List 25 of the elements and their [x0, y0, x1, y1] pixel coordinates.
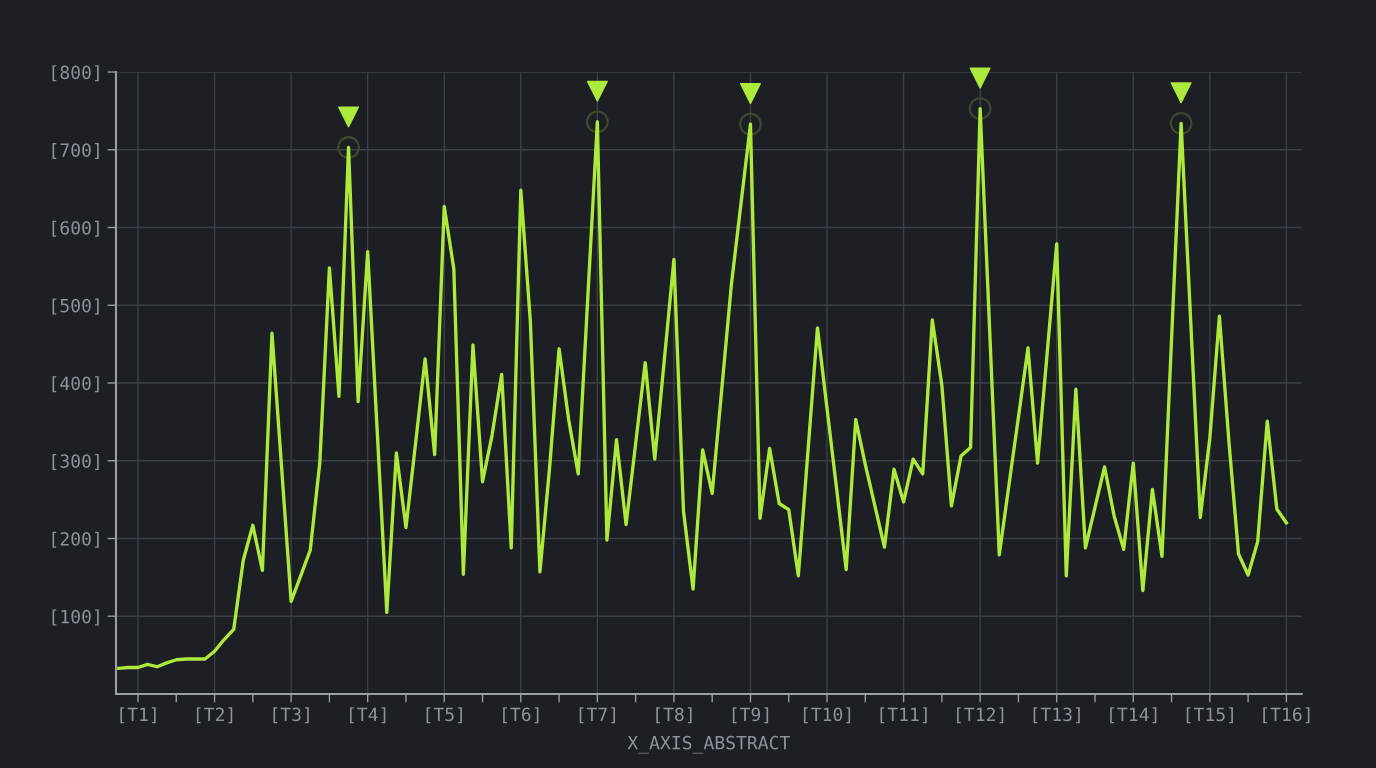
x-tick-label: [T13]	[1033, 707, 1080, 724]
y-tick-label: [700]	[52, 142, 99, 160]
y-tick-label: [200]	[52, 531, 99, 548]
x-tick-label: [T12]	[957, 707, 1004, 724]
x-axis-title: X_AXIS_ABSTRACT	[627, 735, 790, 754]
x-tick-label: [T5]	[426, 707, 462, 724]
x-tick-label: [T1]	[120, 707, 156, 724]
y-tick-label: [400]	[52, 376, 99, 393]
x-tick-label: [T8]	[656, 707, 692, 724]
x-tick-label: [T10]	[803, 707, 851, 724]
y-tick-label: [800]	[52, 65, 99, 82]
x-tick-label: [T14]	[1110, 707, 1157, 724]
y-tick-label: [500]	[52, 298, 99, 315]
y-tick-label: [600]	[52, 220, 99, 237]
x-tick-label: [T9]	[732, 707, 769, 724]
x-tick-label: [T16]	[1263, 707, 1310, 724]
x-tick-label: [T7]	[579, 707, 616, 724]
x-tick-label: [T6]	[503, 707, 539, 724]
x-tick-label: [T4]	[350, 707, 386, 724]
y-tick-label: [100]	[52, 609, 99, 626]
x-tick-label: [T2]	[196, 707, 233, 724]
x-tick-label: [T3]	[273, 707, 309, 724]
y-tick-label: [300]	[52, 453, 99, 471]
x-tick-label: [T11]	[880, 707, 927, 724]
x-tick-label: [T15]	[1186, 707, 1233, 724]
